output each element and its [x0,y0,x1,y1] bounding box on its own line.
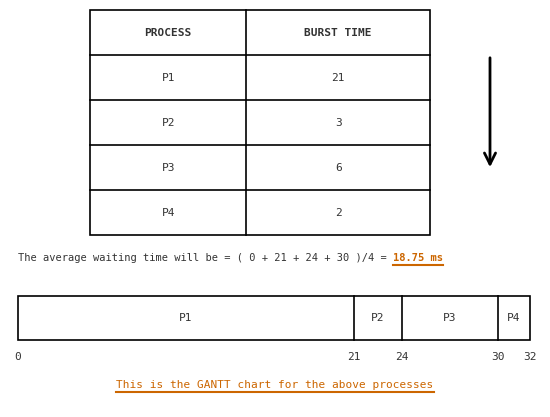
Bar [90,10,430,235]
Text: P3: P3 [162,163,175,173]
Text: BURST TIME: BURST TIME [305,28,372,38]
Text: 6: 6 [335,163,342,173]
Text: P2: P2 [371,313,385,323]
Text: P1: P1 [162,73,175,83]
Text: 24: 24 [395,352,409,362]
Text: P3: P3 [443,313,456,323]
Text: 21: 21 [347,352,361,362]
Text: P4: P4 [162,208,175,218]
Text: P2: P2 [162,118,175,128]
Text: 32: 32 [523,352,537,362]
Bar [18,296,530,340]
Text: PROCESS: PROCESS [145,28,192,38]
Text: 3: 3 [335,118,342,128]
Text: P4: P4 [507,313,521,323]
Text: 2: 2 [335,208,342,218]
Text: 18.75 ms: 18.75 ms [393,253,443,263]
Text: This is the GANTT chart for the above processes: This is the GANTT chart for the above pr… [117,380,433,390]
Text: P1: P1 [179,313,192,323]
Text: 21: 21 [332,73,345,83]
Text: The average waiting time will be = ( 0 + 21 + 24 + 30 )/4 =: The average waiting time will be = ( 0 +… [18,253,393,263]
Text: 0: 0 [15,352,21,362]
Text: 30: 30 [491,352,505,362]
